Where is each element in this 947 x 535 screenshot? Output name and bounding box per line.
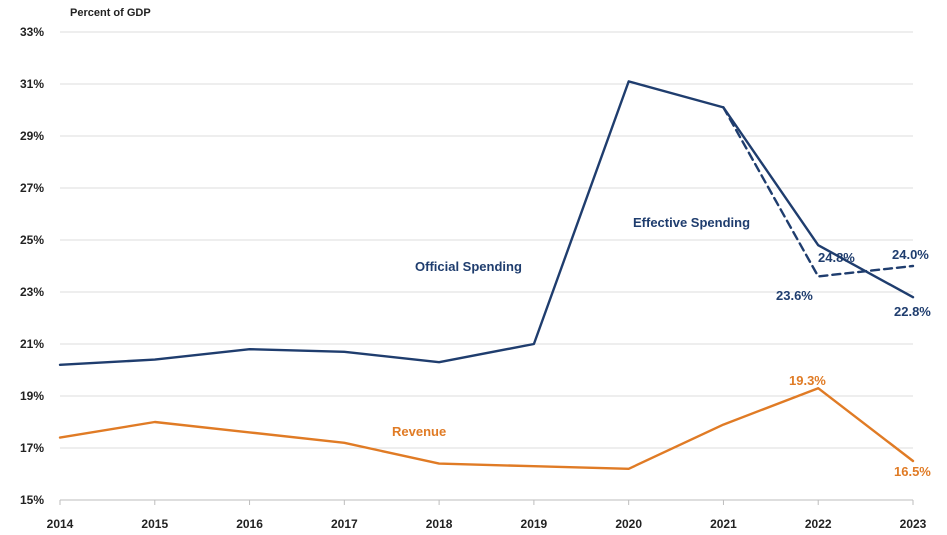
y-tick-label: 23% [20, 285, 44, 299]
data-label-revenue_2023: 16.5% [894, 464, 931, 479]
data-label-effective_2022: 23.6% [776, 288, 813, 303]
y-tick-label: 27% [20, 181, 44, 195]
y-tick-label: 29% [20, 129, 44, 143]
x-tick-label: 2022 [805, 517, 832, 531]
x-tick-label: 2017 [331, 517, 358, 531]
y-tick-label: 25% [20, 233, 44, 247]
x-tick-label: 2016 [236, 517, 263, 531]
effective-line [722, 106, 915, 278]
series-lines [58, 80, 915, 470]
y-tick-label: 31% [20, 77, 44, 91]
y-tick-label: 15% [20, 493, 44, 507]
x-tick-label: 2015 [141, 517, 168, 531]
official-line [58, 80, 915, 366]
gridlines [60, 31, 913, 501]
x-tick-label: 2021 [710, 517, 737, 531]
y-tick-label: 21% [20, 337, 44, 351]
x-tick-label: 2019 [521, 517, 548, 531]
x-tick-label: 2014 [47, 517, 74, 531]
effective-series-label: Effective Spending [633, 215, 750, 230]
official-series-label: Official Spending [415, 259, 522, 274]
revenue-line [58, 387, 915, 470]
data-label-effective_2023: 24.0% [892, 247, 929, 262]
labels: Official Spending Effective Spending Reven… [392, 215, 931, 479]
x-axis: 2014 2015 2016 2017 2018 2019 2020 2021 2022 2023 [47, 500, 927, 531]
x-tick-label: 2018 [426, 517, 453, 531]
x-tick-label: 2020 [615, 517, 642, 531]
y-tick-label: 33% [20, 25, 44, 39]
data-label-revenue_2022: 19.3% [789, 373, 826, 388]
data-label-official_2023: 22.8% [894, 304, 931, 319]
y-tick-label: 19% [20, 389, 44, 403]
y-tick-label: 17% [20, 441, 44, 455]
revenue-series-label: Revenue [392, 424, 446, 439]
x-tick-label: 2023 [900, 517, 927, 531]
data-label-official_2022: 24.8% [818, 250, 855, 265]
y-axis: 15% 17% 19% 21% 23% 25% 27% 29% 31% 33% [20, 25, 44, 507]
unit-label: Percent of GDP [70, 7, 151, 19]
